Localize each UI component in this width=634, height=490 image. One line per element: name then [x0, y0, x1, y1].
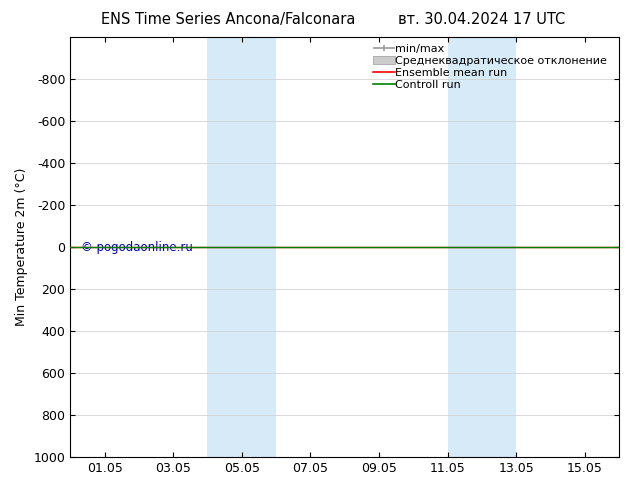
Bar: [207, 37, 276, 457]
Text: вт. 30.04.2024 17 UTC: вт. 30.04.2024 17 UTC: [398, 12, 566, 27]
Y-axis label: Min Temperature 2m (°C): Min Temperature 2m (°C): [15, 168, 28, 326]
Bar: [448, 37, 516, 457]
Text: © pogodaonline.ru: © pogodaonline.ru: [81, 241, 193, 254]
Legend: min/max, Среднеквадратическое отклонение, Ensemble mean run, Controll run: min/max, Среднеквадратическое отклонение…: [370, 40, 616, 94]
Text: ENS Time Series Ancona/Falconara: ENS Time Series Ancona/Falconara: [101, 12, 356, 27]
